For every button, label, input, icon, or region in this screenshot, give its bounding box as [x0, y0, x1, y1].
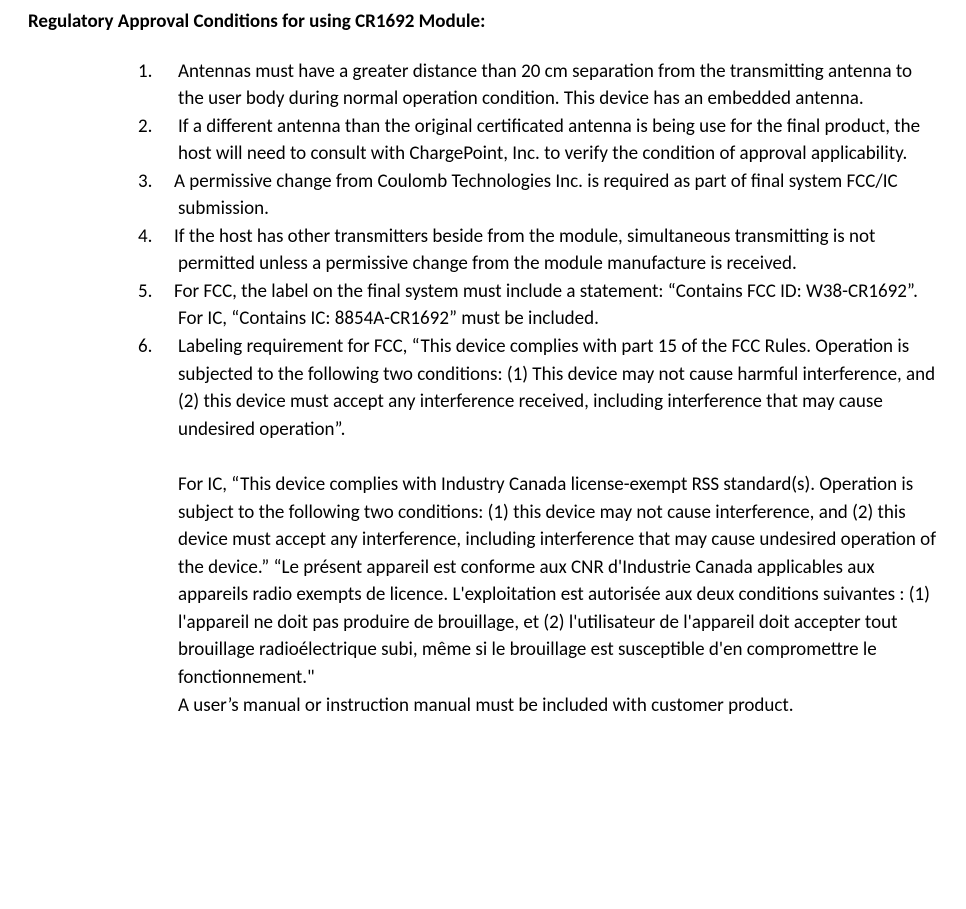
item-text: Labeling requirement for FCC, “This devi… [178, 335, 935, 441]
list-item: Antennas must have a greater distance th… [150, 58, 938, 113]
item-text: For FCC, the label on the final system m… [174, 280, 918, 331]
item-text: If a different antenna than the original… [178, 115, 920, 166]
list-item: For FCC, the label on the final system m… [150, 278, 938, 333]
list-item: Labeling requirement for FCC, “This devi… [150, 333, 938, 719]
list-item: A permissive change from Coulomb Technol… [150, 168, 938, 223]
page-title: Regulatory Approval Conditions for using… [28, 8, 938, 36]
user-manual-requirement: A user’s manual or instruction manual mu… [178, 692, 938, 720]
ic-compliance-paragraph: For IC, “This device complies with Indus… [178, 471, 938, 691]
list-item: If the host has other transmitters besid… [150, 223, 938, 278]
item-text: If the host has other transmitters besid… [174, 225, 875, 276]
item-text: A permissive change from Coulomb Technol… [174, 170, 898, 221]
item-text: Antennas must have a greater distance th… [178, 60, 912, 111]
conditions-list: Antennas must have a greater distance th… [28, 58, 938, 720]
list-item: If a different antenna than the original… [150, 113, 938, 168]
